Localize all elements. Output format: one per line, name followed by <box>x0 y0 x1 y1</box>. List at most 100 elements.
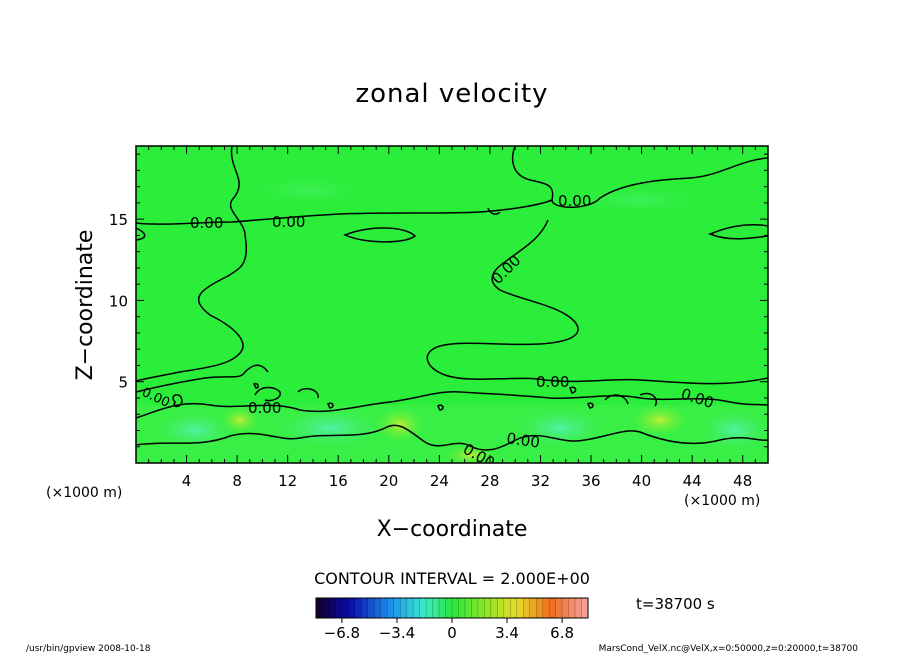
footer-right: MarsCond_VelX.nc@VelX,x=0:50000,z=0:2000… <box>599 644 859 654</box>
colorbar-cell <box>542 598 550 618</box>
contour-line <box>343 227 417 243</box>
y-axis-label: Z−coordinate <box>73 230 98 381</box>
colorbar-tick-label: −3.4 <box>379 624 415 642</box>
contour-line <box>136 146 247 382</box>
y-axis-unit: (×1000 m) <box>46 485 122 501</box>
x-tick-label: 28 <box>480 472 499 490</box>
colorbar-cell <box>452 598 459 618</box>
contour-line <box>707 223 768 240</box>
colorbar-cell <box>426 598 433 618</box>
x-axis-unit: (×1000 m) <box>684 493 760 509</box>
x-tick-label: 8 <box>232 472 242 490</box>
colorbar-cell <box>354 598 362 618</box>
anomaly-yellow <box>220 406 260 434</box>
contour-line <box>172 394 183 408</box>
colorbar-tick-label: 3.4 <box>495 624 519 642</box>
contour-interval: CONTOUR INTERVAL = 2.000E+00 <box>314 569 590 588</box>
contour-line <box>604 394 629 405</box>
x-tick-label: 12 <box>278 472 297 490</box>
y-axis-ticks: 5 10 15 <box>109 153 768 448</box>
contour-line <box>437 404 444 411</box>
contour-line <box>587 402 594 409</box>
colorbar-cell <box>322 598 330 618</box>
y-tick-label: 5 <box>118 374 128 392</box>
contour-line <box>136 199 553 225</box>
colorbar-cell <box>581 598 589 618</box>
anomaly-light <box>250 176 370 204</box>
colorbar-cell <box>387 598 395 618</box>
colorbar-cell <box>328 598 336 618</box>
anomaly-light <box>570 186 710 214</box>
colorbar-cell <box>516 598 524 618</box>
x-tick-label: 36 <box>581 472 600 490</box>
colorbar-ticks: −6.8 −3.4 0 3.4 6.8 <box>324 618 574 642</box>
contour-label: 0.00 <box>558 192 591 210</box>
contour-line <box>327 402 334 409</box>
colorbar-cell <box>458 598 466 618</box>
anomaly-yellow <box>630 404 690 436</box>
contour-line <box>254 386 281 402</box>
contour-line <box>252 382 259 389</box>
y-tick-label: 10 <box>109 292 128 310</box>
colorbar-cell <box>341 598 349 618</box>
colorbar-cell <box>510 598 518 618</box>
x-tick-label: 20 <box>379 472 398 490</box>
colorbar-cell <box>406 598 414 618</box>
colorbar-cell <box>400 598 407 618</box>
contour-label: 0.00 <box>272 213 305 231</box>
time-label: t=38700 s <box>636 595 715 613</box>
x-axis-label: X−coordinate <box>377 517 528 542</box>
colorbar-cell <box>413 598 420 618</box>
colorbar-cell <box>335 598 343 618</box>
anomaly-cyan <box>700 410 768 450</box>
contour-line <box>136 227 146 241</box>
anomaly-cyan <box>155 412 235 448</box>
anomaly-cyan <box>275 408 385 448</box>
colorbar-cell <box>536 598 543 618</box>
x-axis-ticks: 4 8 12 16 20 24 28 32 36 40 44 48 <box>148 146 756 490</box>
colorbar-cell <box>361 598 369 618</box>
contour-line <box>426 219 768 385</box>
colorbar-cell <box>464 598 472 618</box>
x-tick-label: 32 <box>531 472 550 490</box>
contour-line <box>511 146 768 208</box>
x-tick-label: 24 <box>430 472 449 490</box>
x-tick-label: 40 <box>632 472 651 490</box>
x-tick-label: 4 <box>182 472 192 490</box>
x-tick-label: 44 <box>683 472 702 490</box>
colorbar-cell <box>445 598 453 618</box>
plot-area: 0.00 0.00 0.00 0.00 0.00 0.00 0.00 0.00 … <box>136 146 768 463</box>
colorbar-cell <box>568 598 576 618</box>
contour-label: 0.00 <box>505 429 541 451</box>
colorbar-cell <box>503 598 511 618</box>
colorbar-cell <box>529 598 537 618</box>
colorbar-cell <box>380 598 388 618</box>
footer-left: /usr/bin/gpview 2008-10-18 <box>26 644 151 654</box>
contour-line <box>297 387 319 399</box>
contour-line <box>639 392 657 407</box>
colorbar-cell <box>348 598 356 618</box>
colorbar-cell <box>575 598 582 618</box>
contour-line <box>136 424 768 451</box>
colorbar-cell <box>562 598 569 618</box>
colorbar-cell <box>374 598 382 618</box>
colorbar-tick-label: 6.8 <box>550 624 574 642</box>
colorbar-cell <box>477 598 485 618</box>
contour-label: 0.00 <box>190 214 223 232</box>
colorbar-cell <box>316 598 323 618</box>
anomaly-yellow <box>375 407 425 443</box>
colorbar-cell <box>393 598 401 618</box>
colorbar-tick-label: −6.8 <box>324 624 360 642</box>
colorbar-cell <box>419 598 427 618</box>
contour-line <box>569 386 577 394</box>
contour-line <box>487 207 501 215</box>
colorbar-cell <box>471 598 479 618</box>
colorbar-cell <box>497 598 505 618</box>
contour-label: 0.00 <box>536 373 569 391</box>
contour-line <box>136 364 269 393</box>
x-tick-label: 16 <box>329 472 348 490</box>
x-tick-label: 48 <box>733 472 752 490</box>
colorbar-cell <box>484 598 492 618</box>
colorbar-tick-label: 0 <box>447 624 457 642</box>
colorbar-cell <box>439 598 446 618</box>
